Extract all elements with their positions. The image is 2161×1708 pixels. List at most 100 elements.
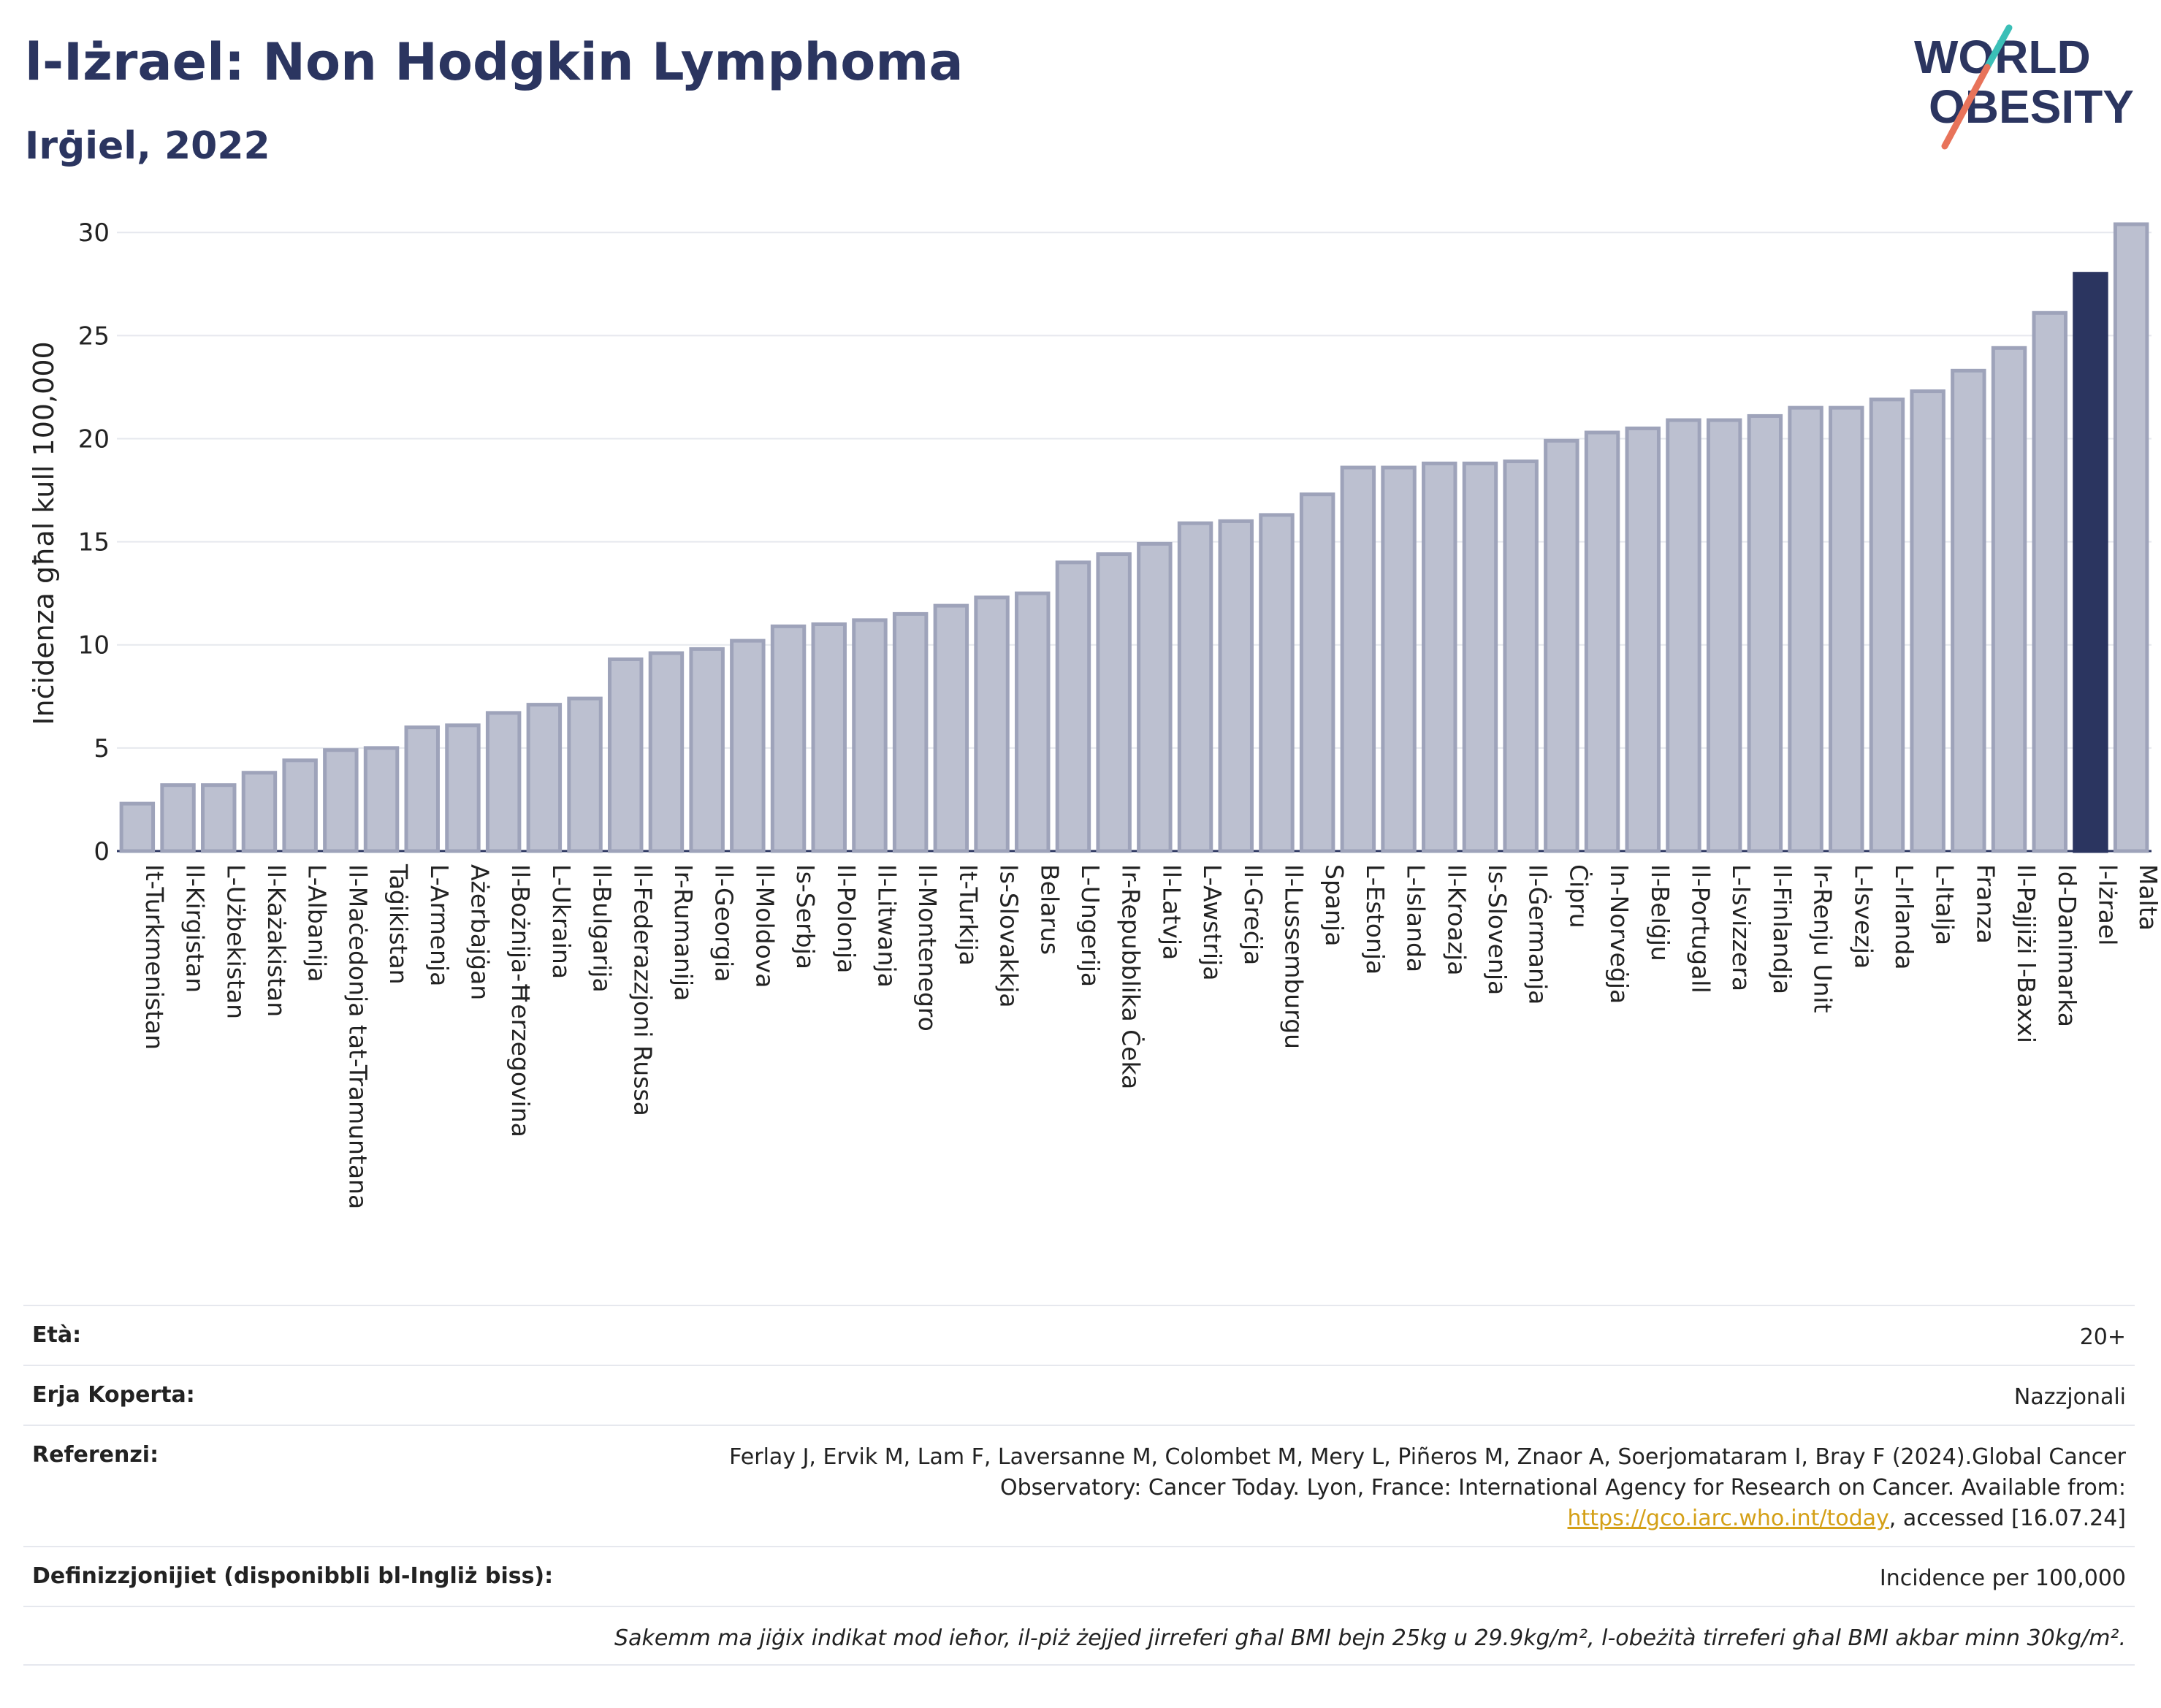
x-tick-label: L-Awstrija (1198, 864, 1227, 980)
bar (1829, 405, 1864, 853)
logo-slash-coral (1941, 64, 1991, 150)
info-row-definitions: Definizzjonijiet (disponibbli bl-Ingliż … (23, 1546, 2135, 1606)
bar (119, 801, 156, 853)
bar (1259, 513, 1295, 853)
bar (974, 595, 1010, 853)
area-label: Erja Koperta: (32, 1382, 195, 1408)
x-tick-label: Il-Maċedonja tat-Tramuntana (343, 864, 372, 1209)
bar (1503, 460, 1539, 853)
bar (1625, 426, 1661, 853)
x-tick-label: Ċipru (1564, 864, 1593, 929)
x-tick-label: It-Turkmenistan (140, 864, 169, 1050)
x-tick-label: Il-Polonja (832, 864, 861, 973)
x-tick-label: L-Islanda (1402, 864, 1430, 972)
info-row-area: Erja Koperta: Nazzjonali (23, 1365, 2135, 1425)
info-row-note: Sakemm ma jiġix indikat mod ieħor, il-pi… (23, 1606, 2135, 1666)
chart-title: l-Iżrael: Non Hodgkin Lymphoma (25, 32, 964, 92)
bar-highlighted (2073, 272, 2108, 853)
definitions-label: Definizzjonijiet (disponibbli bl-Ingliż … (32, 1563, 554, 1589)
x-tick-label: Il-Belġju (1646, 864, 1674, 961)
x-tick-label: Is-Slovenja (1483, 864, 1512, 995)
y-tick-label: 0 (94, 837, 110, 866)
bar (1788, 405, 1823, 853)
x-tick-label: Malta (2134, 864, 2161, 931)
bar (567, 696, 603, 853)
x-tick-label: Il-Lussemburgu (1279, 864, 1308, 1049)
bar (933, 603, 969, 853)
x-tick-label: L-Isvizzera (1727, 864, 1756, 991)
x-tick-label: l-Iżrael (2093, 864, 2122, 945)
x-tick-label: Ażerbajġan (465, 864, 494, 1000)
x-tick-label: L-Italja (1931, 864, 1959, 945)
chart-subtitle: Irġiel, 2022 (25, 124, 270, 168)
x-tick-label: L-Ungerija (1076, 864, 1105, 987)
x-tick-label: Il-Moldova (750, 864, 779, 988)
bar (282, 758, 318, 853)
references-label: Referenzi: (32, 1442, 159, 1468)
bmi-note: Sakemm ma jiġix indikat mod ieħor, il-pi… (614, 1625, 2126, 1651)
x-tick-label: L-Irlanda (1890, 864, 1918, 970)
x-tick-label: Is-Serbja (791, 864, 820, 969)
x-tick-label: L-Isvezja (1849, 864, 1878, 969)
x-tick-label: L-Armenja (425, 864, 454, 986)
bar (648, 651, 685, 853)
info-row-references: Referenzi: Ferlay J, Ervik M, Lam F, Lav… (23, 1425, 2135, 1546)
bar (404, 725, 440, 853)
bar (1544, 438, 1579, 853)
x-tick-label: Ir-Repubblika Ċeka (1117, 864, 1146, 1089)
x-tick-label: It-Turkija (954, 864, 983, 966)
logo-slash-teal (1983, 24, 2013, 71)
y-tick-label: 10 (78, 631, 110, 660)
x-tick-label: Il-Bulgarija (588, 864, 617, 993)
x-tick-label: Il-Kirgistan (181, 864, 210, 993)
x-tick-label: Il-Litwanja (872, 864, 901, 988)
y-tick-label: 30 (78, 218, 110, 248)
bar (445, 723, 481, 853)
bar (1706, 418, 1742, 853)
x-tick-label: Is-Slovakkja (995, 864, 1024, 1008)
bar (201, 783, 237, 853)
bar (811, 622, 847, 853)
x-tick-label: Ir-Renju Unit (1809, 864, 1837, 1013)
x-tick-label: Il-Latvja (1157, 864, 1186, 960)
y-tick-labels: 0 5 10 15 20 25 30 (78, 218, 110, 866)
x-tick-label: Il-Federazzjoni Russa (628, 864, 657, 1116)
y-tick-label: 25 (78, 321, 110, 351)
x-tick-label: L-Użbekistan (221, 864, 250, 1019)
bar (852, 618, 888, 853)
bar (1462, 461, 1498, 853)
x-tick-label: In-Norveġja (1605, 864, 1634, 1004)
x-tick-label: Il-Ġermanja (1524, 864, 1553, 1004)
bar (526, 703, 563, 853)
x-tick-label: Franza (1971, 864, 2000, 944)
x-tick-label: Il-Bożnija-Ħerzegovina (506, 864, 535, 1137)
bar (1584, 430, 1620, 853)
x-tick-label: L-Estonja (1361, 864, 1390, 975)
y-tick-label: 20 (78, 424, 110, 454)
bar (730, 638, 766, 853)
bar (1422, 461, 1457, 853)
x-tick-label: L-Ukraina (547, 864, 576, 979)
definitions-value: Incidence per 100,000 (1879, 1566, 2126, 1591)
bar (1299, 492, 1335, 853)
x-tick-label: Belarus (1035, 864, 1064, 955)
bar (1015, 591, 1051, 853)
info-table: Età: 20+ Erja Koperta: Nazzjonali Refere… (23, 1305, 2135, 1666)
bar (1951, 368, 1986, 853)
bar (1910, 389, 1945, 853)
age-value: 20+ (2079, 1324, 2126, 1350)
area-value: Nazzjonali (2013, 1384, 2126, 1410)
bar (2032, 310, 2067, 853)
bars (119, 222, 2149, 853)
bar (1218, 519, 1254, 853)
age-label: Età: (32, 1322, 82, 1348)
x-tick-label: Spanja (1320, 864, 1349, 946)
reference-accessed: , accessed [16.07.24] (1889, 1506, 2126, 1531)
reference-link[interactable]: https://gco.iarc.who.int/today (1567, 1506, 1889, 1531)
x-tick-label: L-Albanija (303, 864, 332, 982)
x-tick-label: Il-Każakistan (262, 864, 291, 1017)
y-tick-label: 15 (78, 528, 110, 557)
world-obesity-logo: WORLD OBESITY (1914, 24, 2134, 150)
x-tick-label: Ir-Rumanija (669, 864, 698, 1001)
bar (608, 657, 644, 853)
